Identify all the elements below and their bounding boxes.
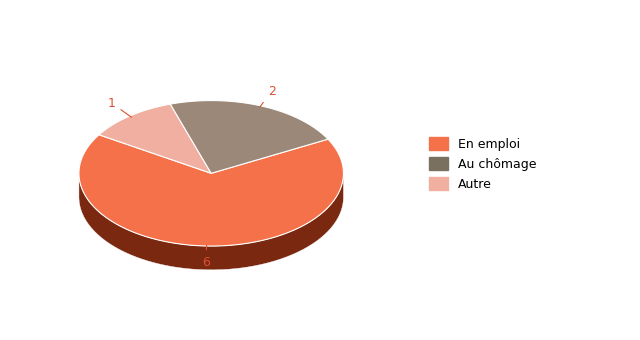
Polygon shape — [79, 135, 344, 246]
Polygon shape — [79, 174, 344, 270]
Text: 2: 2 — [260, 85, 276, 107]
Text: 1: 1 — [108, 97, 132, 117]
Polygon shape — [170, 101, 328, 173]
Legend: En emploi, Au chômage, Autre: En emploi, Au chômage, Autre — [424, 132, 541, 196]
Text: 6: 6 — [202, 245, 209, 269]
Polygon shape — [99, 104, 211, 173]
